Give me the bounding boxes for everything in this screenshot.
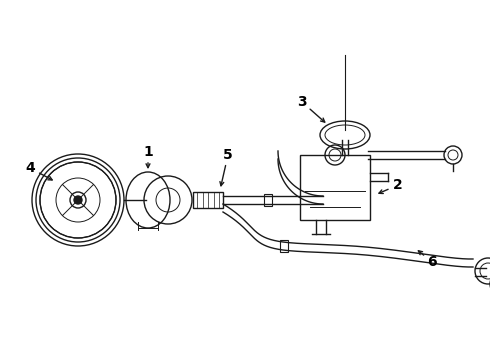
Text: 6: 6 <box>427 255 437 269</box>
Bar <box>264 194 272 206</box>
Text: 2: 2 <box>393 178 403 192</box>
Bar <box>300 155 370 220</box>
Text: 5: 5 <box>223 148 233 162</box>
Text: 1: 1 <box>143 145 153 159</box>
Text: 4: 4 <box>25 161 35 175</box>
Text: 3: 3 <box>297 95 307 109</box>
Bar <box>193 192 223 208</box>
Circle shape <box>74 196 82 204</box>
Bar <box>279 240 288 252</box>
